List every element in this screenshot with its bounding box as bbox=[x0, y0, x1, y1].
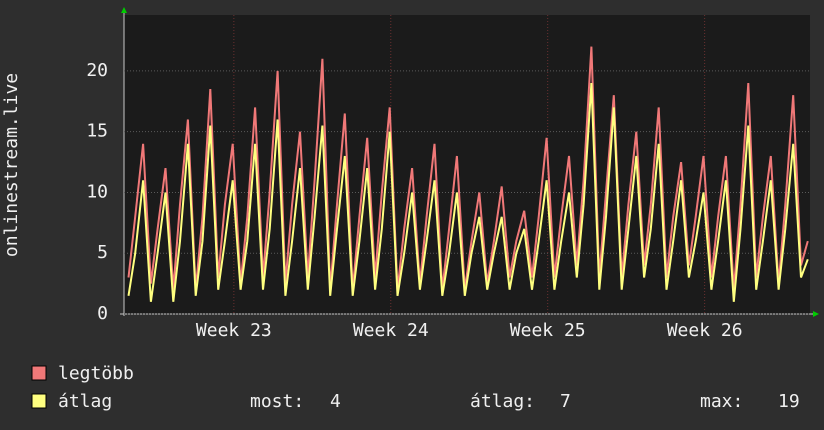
legend-label: legtöbb bbox=[58, 363, 134, 384]
y-tick-label: 10 bbox=[86, 181, 108, 202]
x-tick-label: Week 26 bbox=[667, 320, 743, 341]
x-tick-label: Week 25 bbox=[510, 320, 586, 341]
series-line bbox=[127, 83, 809, 302]
axis-arrow bbox=[813, 311, 819, 317]
y-tick-label: 20 bbox=[86, 60, 108, 81]
y-tick-label: 5 bbox=[97, 242, 108, 263]
stat-label: átlag: bbox=[470, 391, 535, 412]
series-line bbox=[127, 46, 809, 290]
legend-swatch bbox=[31, 393, 47, 409]
legend-swatch bbox=[31, 365, 47, 381]
stat-label: max: bbox=[700, 391, 743, 412]
stat-value: 7 bbox=[560, 391, 571, 412]
x-tick-label: Week 24 bbox=[353, 320, 429, 341]
stat-value: 4 bbox=[330, 391, 341, 412]
y-tick-label: 15 bbox=[86, 121, 108, 142]
legend-label: átlag bbox=[58, 391, 112, 412]
stat-label: most: bbox=[250, 391, 304, 412]
axis-arrow bbox=[121, 7, 127, 13]
stat-value: 19 bbox=[778, 391, 800, 412]
y-tick-label: 0 bbox=[97, 303, 108, 324]
x-tick-label: Week 23 bbox=[196, 320, 272, 341]
y-axis-label: onlinestream.live bbox=[1, 73, 22, 257]
